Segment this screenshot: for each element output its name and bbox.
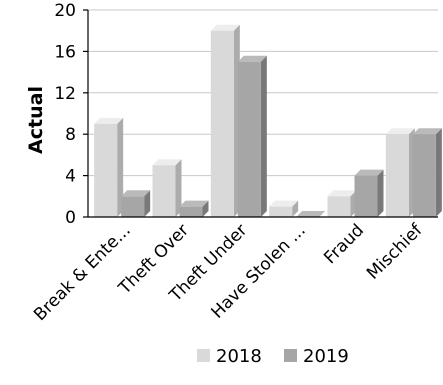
y-tick-label: 0 bbox=[65, 208, 76, 228]
x-tick-label: Mischief bbox=[363, 220, 427, 284]
bar-side bbox=[377, 169, 384, 217]
axes bbox=[83, 9, 438, 218]
bar-2019 bbox=[237, 55, 267, 217]
bar-top bbox=[354, 169, 384, 176]
bar-side bbox=[144, 190, 151, 217]
bar-top bbox=[412, 128, 442, 135]
y-tick-label: 12 bbox=[54, 84, 76, 104]
bar-2019 bbox=[412, 128, 442, 217]
bar-top bbox=[296, 211, 326, 217]
bar-side bbox=[292, 200, 299, 217]
bar-front bbox=[179, 206, 203, 217]
bar-front bbox=[385, 134, 409, 217]
bar-top bbox=[152, 159, 182, 166]
bar-front bbox=[354, 175, 378, 217]
legend-swatch bbox=[197, 349, 210, 362]
y-tick-labels: 0 4 8 12 16 20 bbox=[54, 1, 76, 228]
bar-front bbox=[94, 123, 118, 217]
bar-2018 bbox=[210, 24, 240, 218]
bar-front bbox=[210, 30, 234, 218]
legend-item: 2019 bbox=[284, 346, 349, 367]
bar-side bbox=[435, 128, 442, 217]
bar-top bbox=[269, 200, 299, 207]
legend-label: 2018 bbox=[216, 346, 262, 367]
legend-item: 2018 bbox=[197, 346, 262, 367]
bar-top bbox=[385, 128, 415, 135]
bar-front bbox=[237, 61, 261, 217]
legend-swatch bbox=[284, 349, 297, 362]
bar-side bbox=[260, 55, 267, 217]
bar-top bbox=[179, 200, 209, 207]
bar-front bbox=[152, 165, 176, 217]
bar-2019 bbox=[179, 200, 209, 217]
y-tick-label: 4 bbox=[65, 167, 76, 187]
bar-2018 bbox=[385, 128, 415, 217]
bar-2018 bbox=[94, 117, 124, 217]
bar-2019 bbox=[354, 169, 384, 217]
bar-top bbox=[94, 117, 124, 124]
legend: 2018 2019 bbox=[197, 346, 349, 367]
y-tick-label: 8 bbox=[65, 125, 76, 145]
bar-2019 bbox=[121, 190, 151, 217]
bar-side bbox=[175, 159, 182, 217]
bar-front bbox=[269, 206, 293, 217]
bar-front bbox=[327, 196, 351, 217]
bar-top bbox=[121, 190, 151, 197]
y-tick-label: 16 bbox=[54, 42, 76, 62]
bar-top bbox=[237, 55, 267, 62]
bar-side bbox=[117, 117, 124, 217]
bars bbox=[94, 24, 442, 218]
x-tick-label: Fraud bbox=[320, 220, 368, 268]
bar-2018 bbox=[327, 190, 357, 217]
bar-2018 bbox=[269, 200, 299, 217]
bar-2019 bbox=[296, 211, 326, 217]
y-axis-label: Actual bbox=[25, 86, 47, 154]
legend-label: 2019 bbox=[303, 346, 349, 367]
bar-side bbox=[202, 200, 209, 217]
bar-2018 bbox=[152, 159, 182, 217]
bar-top bbox=[327, 190, 357, 197]
y-tick-label: 20 bbox=[54, 1, 76, 21]
bar-top bbox=[210, 24, 240, 31]
bar-front bbox=[121, 196, 145, 217]
x-tick-label: Break & Ente... bbox=[30, 220, 135, 325]
bar-front bbox=[412, 134, 436, 217]
